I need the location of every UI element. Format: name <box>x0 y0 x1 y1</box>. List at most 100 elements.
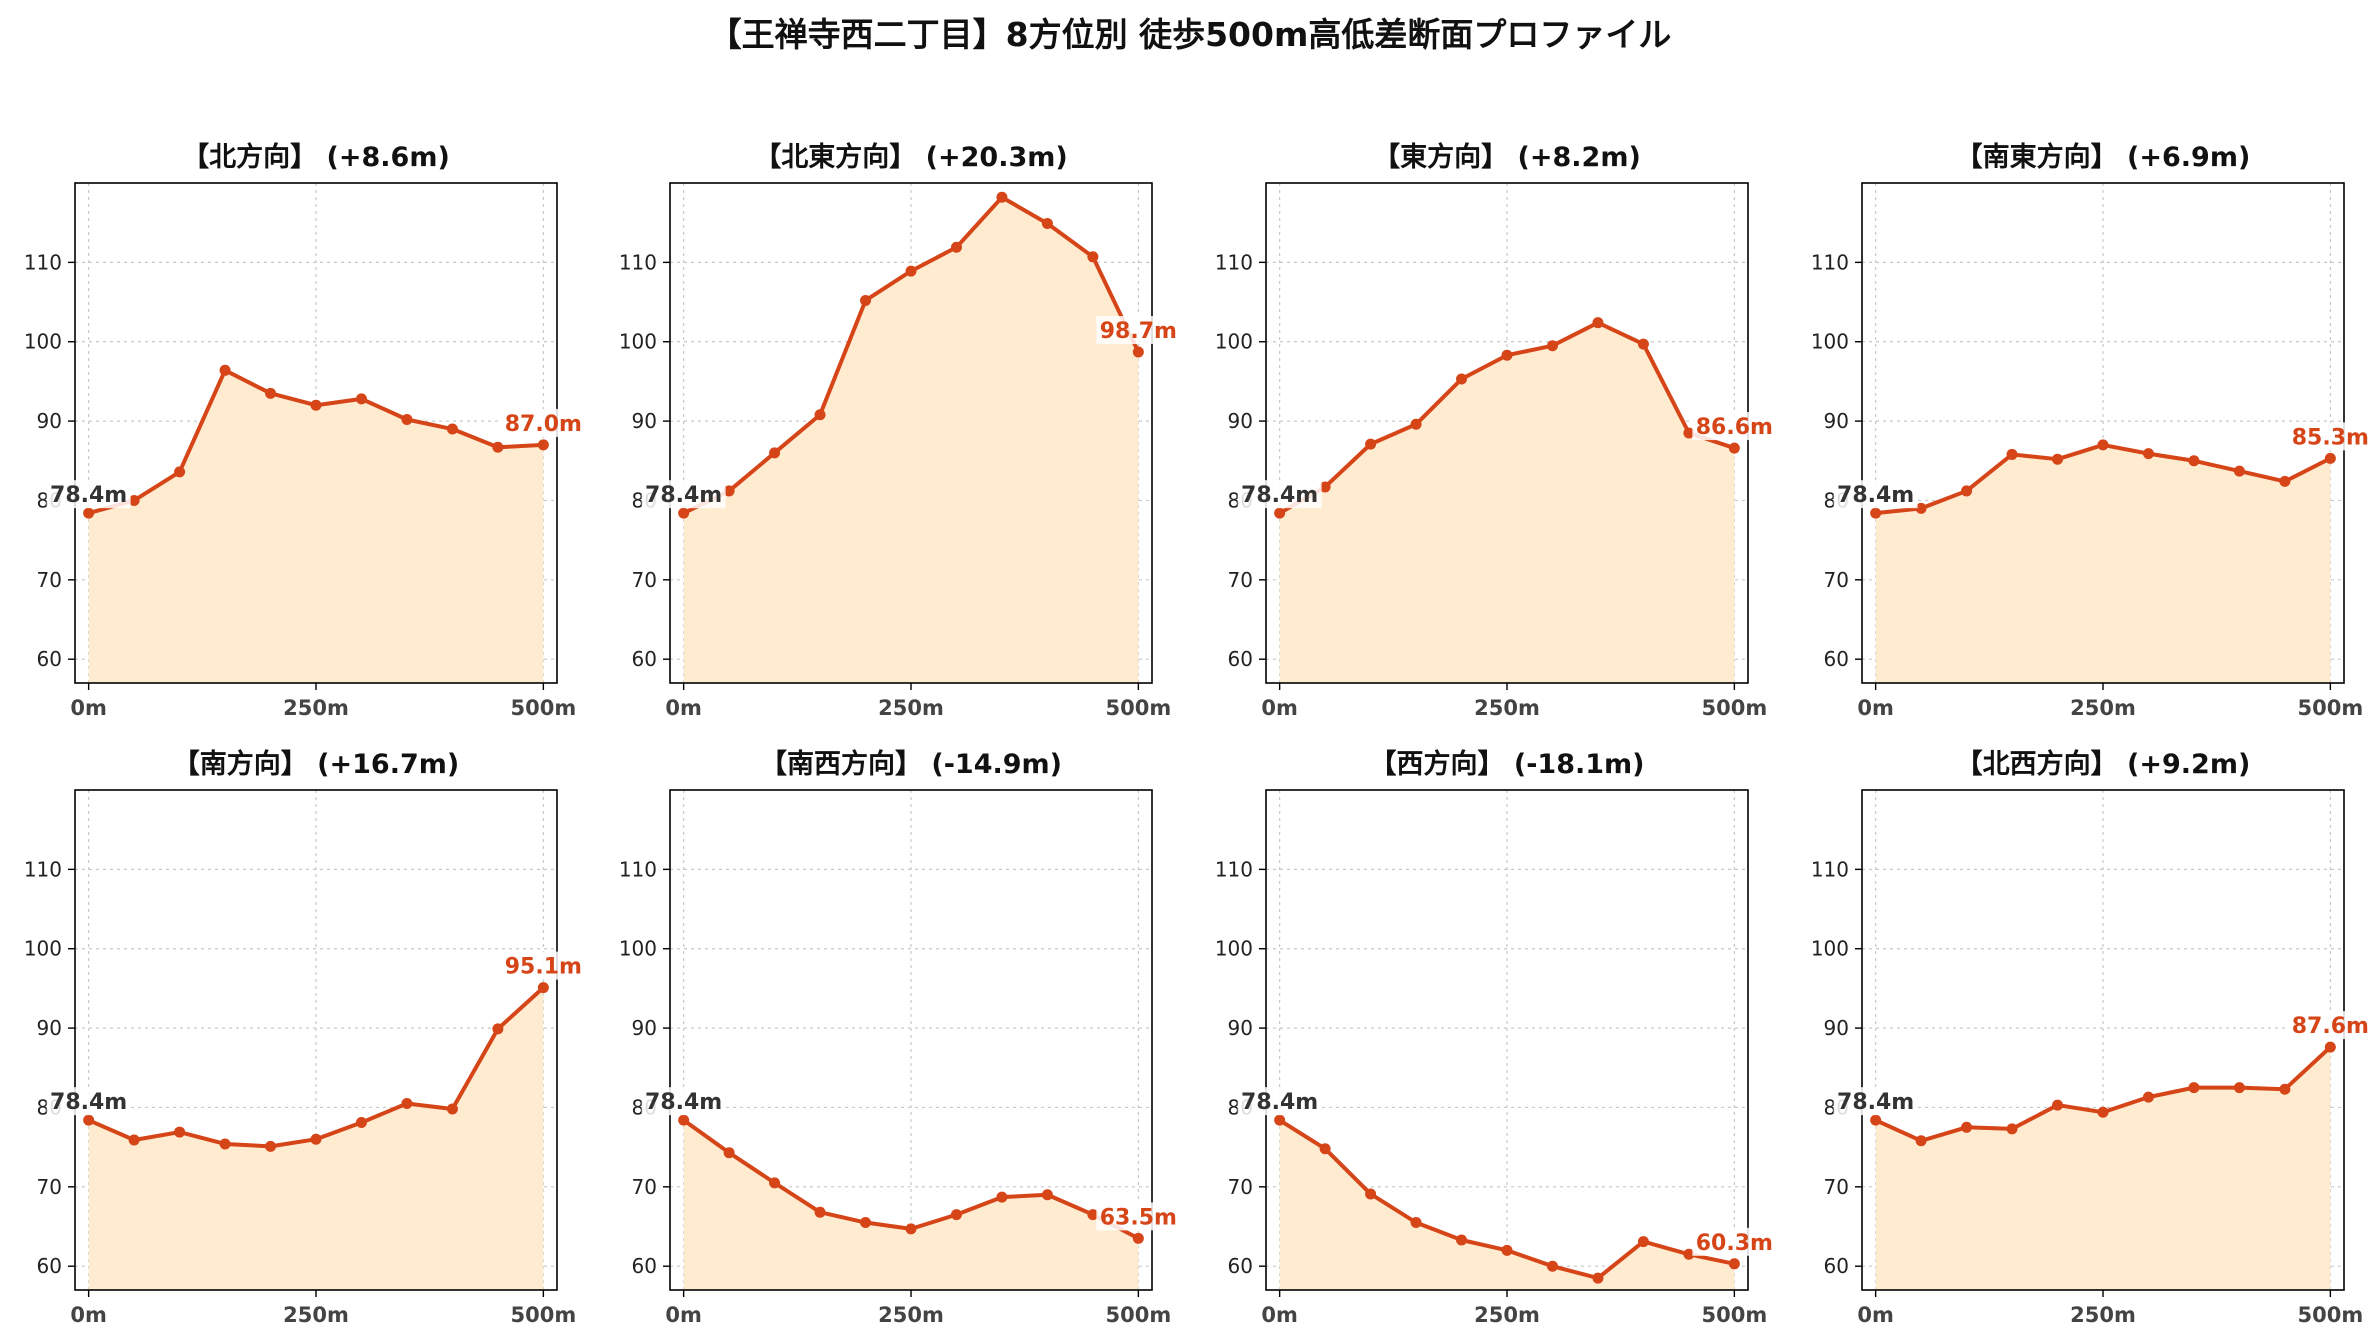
data-point <box>1592 1272 1604 1284</box>
start-label: 78.4m <box>1237 1087 1322 1116</box>
x-tick-label: 0m <box>1857 1303 1894 1327</box>
end-label-box <box>1096 316 1181 345</box>
data-point <box>2052 453 2064 465</box>
end-label-box <box>501 951 586 980</box>
data-point <box>265 1140 277 1152</box>
panel-title: 【北西方向】 (+9.2m) <box>1956 748 2251 780</box>
data-point <box>905 1223 917 1235</box>
data-point <box>1592 317 1604 329</box>
end-label: 87.0m <box>501 408 586 437</box>
panel-title: 【北方向】 (+8.6m) <box>182 141 450 173</box>
elevation-area <box>1279 322 1735 683</box>
start-label: 78.4m <box>641 480 726 509</box>
y-tick-label: 70 <box>37 1175 62 1199</box>
data-point <box>355 1117 367 1129</box>
data-point <box>1087 1209 1099 1221</box>
start-label-text: 78.4m <box>50 483 127 508</box>
data-point <box>310 1133 322 1145</box>
start-label-box <box>1833 480 1918 509</box>
data-point <box>174 466 186 478</box>
y-tick-label: 70 <box>1824 1175 1849 1199</box>
data-point <box>310 399 322 411</box>
start-label-box <box>1833 1087 1918 1116</box>
data-point <box>950 1209 962 1221</box>
profile-panel-3: 607080901001100m250m500m【東方向】 (+8.2m)78.… <box>1215 141 1777 720</box>
data-point <box>128 1134 140 1146</box>
data-point <box>401 1097 413 1109</box>
y-tick-label: 110 <box>619 857 657 881</box>
x-tick-label: 500m <box>2297 1303 2363 1327</box>
x-tick-label: 250m <box>2070 1303 2136 1327</box>
x-tick-label: 500m <box>510 1303 576 1327</box>
start-label: 78.4m <box>641 1087 726 1116</box>
data-point <box>1410 418 1422 430</box>
data-point <box>83 507 95 519</box>
data-point <box>2097 1106 2109 1118</box>
data-point <box>492 441 504 453</box>
data-point <box>2006 448 2018 460</box>
y-tick-label: 90 <box>1228 409 1253 433</box>
start-label-text: 78.4m <box>1241 483 1318 508</box>
end-label: 98.7m <box>1096 316 1181 345</box>
y-tick-label: 100 <box>619 330 657 354</box>
y-tick-label: 70 <box>1228 1175 1253 1199</box>
data-point <box>1728 442 1740 454</box>
x-tick-label: 0m <box>1261 1303 1298 1327</box>
elevation-area <box>88 987 544 1290</box>
data-point <box>1683 1248 1695 1260</box>
data-point <box>2097 439 2109 451</box>
start-label-text: 78.4m <box>50 1090 127 1115</box>
y-tick-label: 90 <box>1824 409 1849 433</box>
data-point <box>83 1114 95 1126</box>
start-label-box <box>1237 480 1322 509</box>
end-label-text: 87.6m <box>2292 1014 2369 1039</box>
y-tick-label: 90 <box>1228 1016 1253 1040</box>
y-tick-label: 70 <box>1228 568 1253 592</box>
data-point <box>1961 485 1973 497</box>
data-point <box>2324 1041 2336 1053</box>
y-tick-label: 70 <box>37 568 62 592</box>
y-tick-label: 60 <box>632 1254 657 1278</box>
profile-panel-6: 607080901001100m250m500m【南西方向】 (-14.9m)7… <box>619 748 1181 1327</box>
elevation-area <box>683 1120 1139 1290</box>
y-tick-label: 90 <box>632 409 657 433</box>
profile-panel-5: 607080901001100m250m500m【南方向】 (+16.7m)78… <box>24 748 586 1327</box>
start-label-text: 78.4m <box>645 1090 722 1115</box>
data-point <box>401 414 413 426</box>
start-label: 78.4m <box>1833 480 1918 509</box>
data-point <box>537 982 549 994</box>
start-label: 78.4m <box>1833 1087 1918 1116</box>
elevation-area <box>1875 444 2331 683</box>
data-point <box>723 485 735 497</box>
data-point <box>769 1177 781 1189</box>
data-point <box>814 1206 826 1218</box>
start-label-text: 78.4m <box>1837 1090 1914 1115</box>
data-point <box>446 423 458 435</box>
start-label-text: 78.4m <box>645 483 722 508</box>
y-tick-label: 100 <box>1215 330 1253 354</box>
data-point <box>1319 481 1331 493</box>
data-point <box>1274 1114 1286 1126</box>
x-tick-label: 250m <box>1474 696 1540 720</box>
start-label-text: 78.4m <box>1837 483 1914 508</box>
y-tick-label: 60 <box>1824 1254 1849 1278</box>
start-label-box <box>1237 1087 1322 1116</box>
x-tick-label: 0m <box>1261 696 1298 720</box>
x-tick-label: 250m <box>283 1303 349 1327</box>
panel-title: 【南方向】 (+16.7m) <box>173 748 459 780</box>
data-point <box>905 265 917 277</box>
data-point <box>814 409 826 421</box>
data-point <box>678 507 690 519</box>
end-label: 87.6m <box>2288 1011 2373 1040</box>
elevation-area <box>683 197 1139 684</box>
y-tick-label: 100 <box>1811 937 1849 961</box>
end-label: 85.3m <box>2288 422 2373 451</box>
y-tick-label: 110 <box>24 250 62 274</box>
data-point <box>950 241 962 253</box>
data-point <box>1870 1114 1882 1126</box>
data-point <box>219 364 231 376</box>
y-tick-label: 70 <box>1824 568 1849 592</box>
data-point <box>1365 438 1377 450</box>
data-point <box>2233 1082 2245 1094</box>
data-point <box>1456 1234 1468 1246</box>
